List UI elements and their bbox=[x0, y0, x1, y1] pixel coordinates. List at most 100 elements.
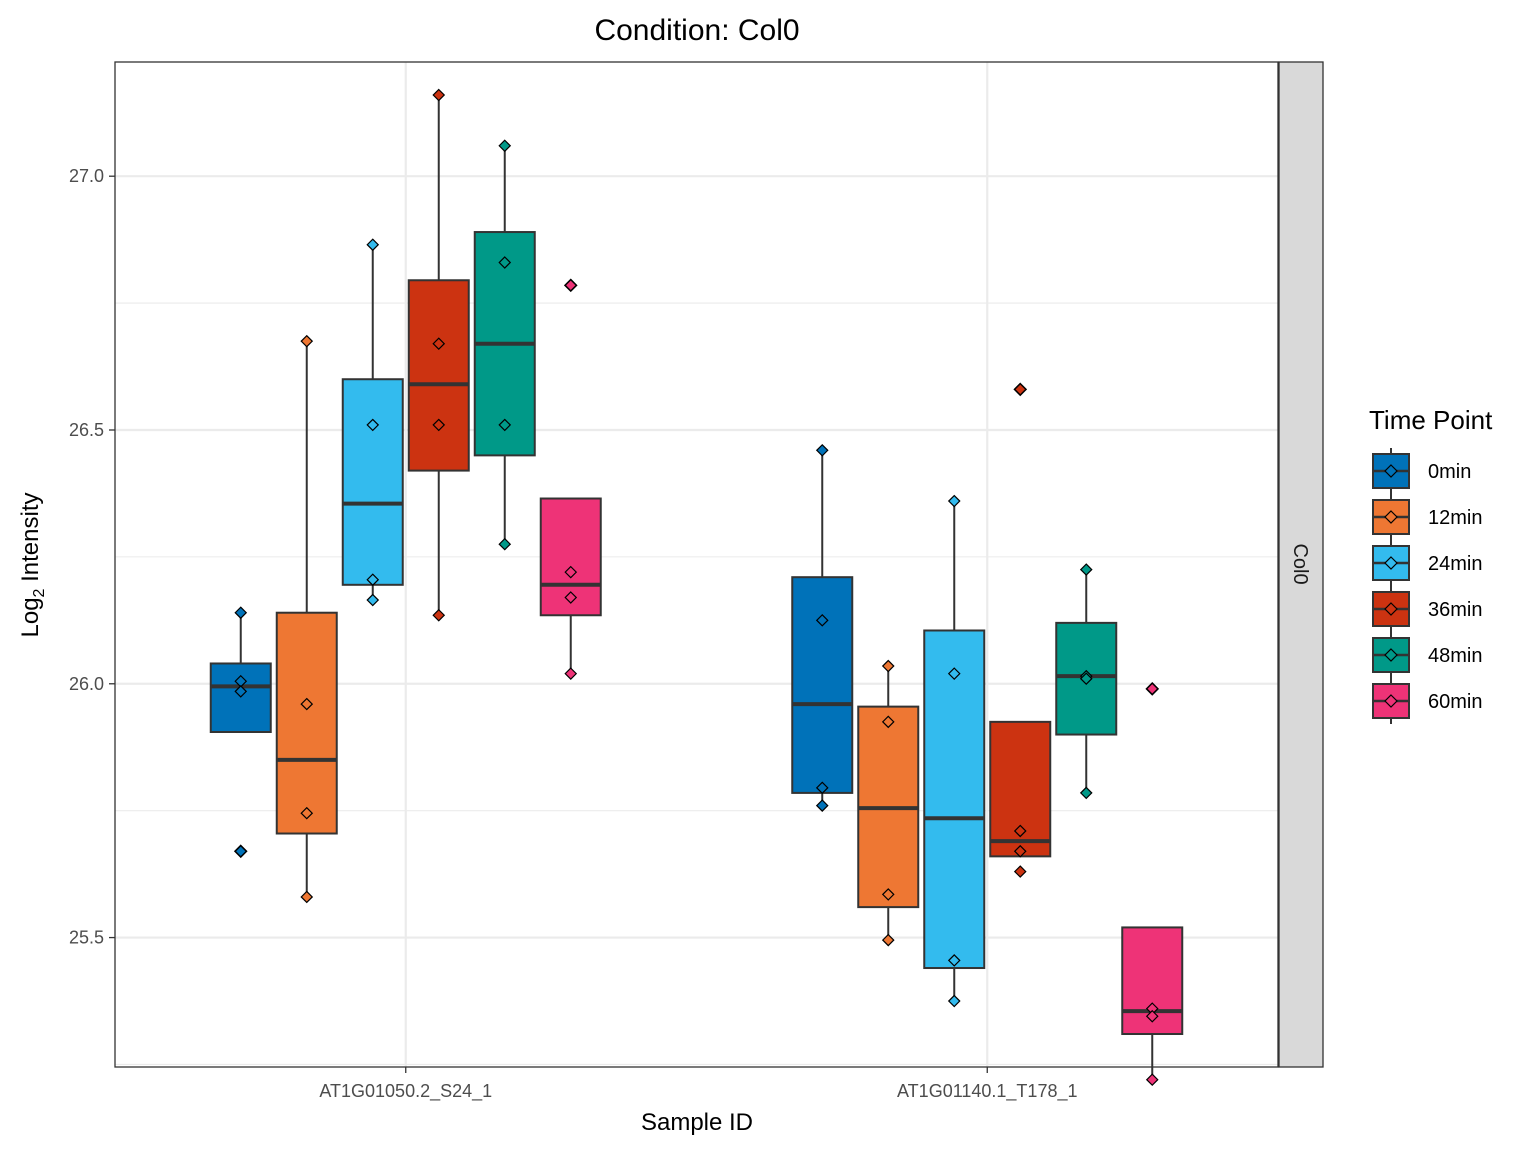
data-point bbox=[1079, 786, 1093, 800]
data-point bbox=[881, 715, 895, 729]
boxplot-0min-1 bbox=[791, 443, 854, 812]
data-point bbox=[881, 933, 895, 947]
legend-label: 0min bbox=[1428, 461, 1471, 483]
x-axis-title: Sample ID bbox=[641, 1109, 753, 1136]
legend-item-0min: 0min bbox=[1372, 448, 1471, 494]
data-point bbox=[815, 443, 829, 457]
data-point bbox=[947, 667, 961, 680]
y-tick-label: 27.0 bbox=[69, 166, 104, 186]
data-point bbox=[432, 418, 446, 432]
data-point bbox=[947, 954, 961, 967]
data-point bbox=[947, 994, 961, 1008]
data-point bbox=[564, 591, 578, 604]
box bbox=[923, 629, 986, 970]
box bbox=[275, 611, 338, 835]
y-axis-title: Log2 Intensity bbox=[17, 493, 48, 638]
data-point bbox=[881, 888, 895, 901]
legend-label: 60min bbox=[1428, 691, 1482, 713]
data-point bbox=[366, 573, 380, 587]
legend-label: 48min bbox=[1428, 645, 1482, 667]
x-axis: AT1G01050.2_S24_1 AT1G01140.1_T178_1 bbox=[319, 1067, 1077, 1102]
legend-key-point bbox=[1384, 556, 1398, 570]
data-point bbox=[1145, 682, 1159, 696]
data-point bbox=[1145, 1073, 1159, 1087]
data-point bbox=[947, 494, 961, 508]
legend: Time Point 0min 12min 24min 36min 48min 60min bbox=[1369, 405, 1493, 724]
data-point bbox=[1013, 865, 1027, 878]
facet-strip-label: Col0 bbox=[1289, 543, 1311, 584]
x-tick-label: AT1G01140.1_T178_1 bbox=[897, 1081, 1077, 1102]
y-tick-label: 26.5 bbox=[69, 420, 104, 440]
data-point bbox=[432, 608, 446, 622]
boxplot-60min-0 bbox=[539, 278, 602, 680]
legend-title: Time Point bbox=[1369, 405, 1493, 435]
data-point bbox=[234, 685, 248, 698]
legend-item-24min: 24min bbox=[1372, 540, 1482, 586]
data-point bbox=[432, 88, 446, 102]
data-point bbox=[366, 418, 380, 432]
y-axis-title-base: Log bbox=[17, 597, 44, 637]
data-point bbox=[1145, 1009, 1159, 1023]
legend-key-point bbox=[1384, 602, 1398, 616]
data-point bbox=[432, 337, 446, 351]
data-point bbox=[815, 781, 829, 795]
boxplot-12min-0 bbox=[275, 334, 338, 904]
box bbox=[341, 378, 404, 586]
boxplots bbox=[209, 88, 1184, 1087]
data-point bbox=[881, 659, 895, 673]
y-tick-label: 26.0 bbox=[69, 674, 104, 694]
legend-key-point bbox=[1384, 510, 1398, 524]
y-axis: 25.5 26.0 26.5 27.0 bbox=[69, 166, 115, 948]
chart-title: Condition: Col0 bbox=[594, 14, 799, 47]
box bbox=[791, 576, 854, 794]
boxplot-36min-0 bbox=[407, 88, 470, 622]
data-point bbox=[815, 799, 829, 812]
data-point bbox=[498, 139, 512, 153]
data-point bbox=[1013, 824, 1027, 838]
legend-item-12min: 12min bbox=[1372, 494, 1482, 540]
data-point bbox=[564, 667, 578, 680]
boxplot-12min-1 bbox=[857, 659, 920, 947]
facet-strip: Col0 bbox=[1278, 61, 1324, 1068]
legend-item-36min: 36min bbox=[1372, 586, 1482, 632]
legend-label: 36min bbox=[1428, 599, 1482, 621]
data-point bbox=[815, 613, 829, 627]
y-axis-title-subscript: 2 bbox=[31, 588, 48, 597]
legend-key-point bbox=[1384, 648, 1398, 662]
data-point bbox=[366, 593, 380, 607]
data-point bbox=[1013, 383, 1027, 396]
data-point bbox=[234, 606, 248, 620]
data-point bbox=[300, 334, 314, 348]
panel-border bbox=[114, 61, 1279, 1068]
data-point bbox=[300, 697, 314, 711]
data-point bbox=[498, 537, 512, 551]
boxplot-24min-0 bbox=[341, 238, 404, 607]
boxplot-60min-1 bbox=[1121, 682, 1184, 1087]
data-point bbox=[498, 256, 512, 269]
legend-key-point bbox=[1384, 464, 1398, 478]
legend-label: 24min bbox=[1428, 553, 1482, 575]
legend-item-48min: 48min bbox=[1372, 632, 1482, 678]
x-tick-label: AT1G01050.2_S24_1 bbox=[319, 1081, 492, 1102]
facet-strip-background bbox=[1278, 61, 1324, 1068]
data-point bbox=[1013, 844, 1027, 858]
data-point bbox=[300, 890, 314, 904]
data-point bbox=[1079, 672, 1093, 686]
boxplot-48min-0 bbox=[473, 139, 536, 551]
boxplot-36min-1 bbox=[989, 382, 1052, 878]
boxplot-0min-0 bbox=[209, 606, 272, 859]
data-point bbox=[1079, 563, 1093, 576]
data-point bbox=[564, 565, 578, 579]
legend-label: 12min bbox=[1428, 507, 1482, 529]
plot-panel bbox=[114, 61, 1279, 1087]
box bbox=[407, 279, 470, 472]
data-point bbox=[366, 238, 380, 252]
data-point bbox=[300, 806, 314, 820]
panel-background bbox=[115, 62, 1278, 1067]
y-axis-title-rest: Intensity bbox=[17, 493, 44, 589]
data-point bbox=[234, 844, 248, 858]
boxplot-48min-1 bbox=[1055, 563, 1118, 800]
y-tick-label: 25.5 bbox=[69, 928, 104, 948]
boxplot-24min-1 bbox=[923, 494, 986, 1008]
